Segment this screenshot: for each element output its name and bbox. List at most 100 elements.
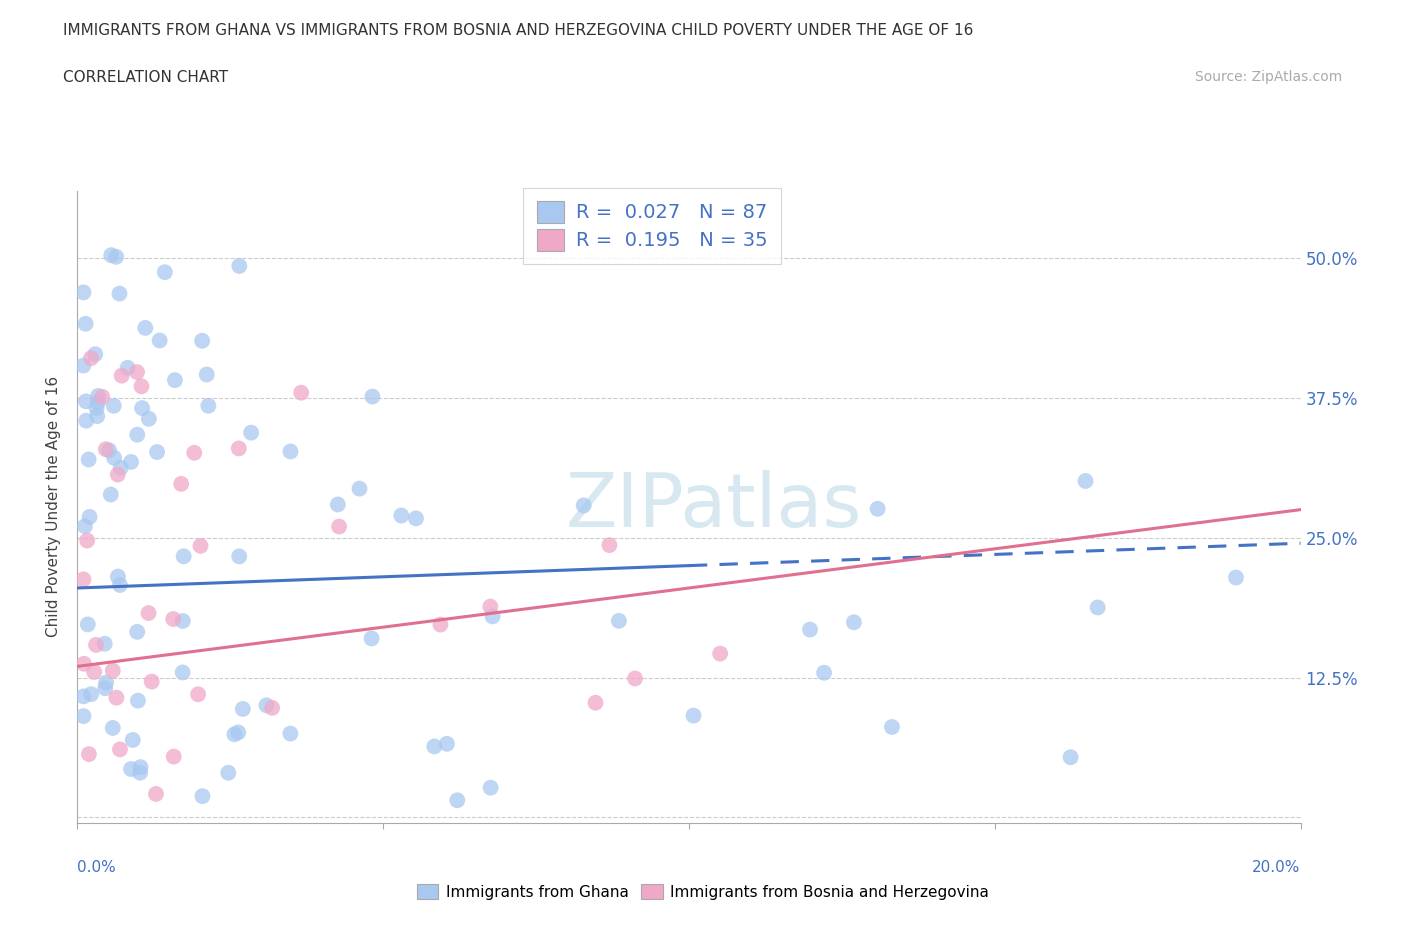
Point — [127, 624, 149, 639]
Point — [75, 316, 97, 331]
Point — [866, 501, 889, 516]
Point — [195, 367, 218, 382]
Point — [100, 247, 122, 262]
Point — [101, 721, 124, 736]
Point — [75, 413, 97, 428]
Point — [624, 671, 647, 686]
Point — [107, 569, 129, 584]
Text: 20.0%: 20.0% — [1253, 860, 1301, 875]
Point — [228, 259, 250, 273]
Point — [361, 389, 384, 404]
Point — [172, 665, 194, 680]
Point — [94, 442, 117, 457]
Point — [86, 408, 108, 423]
Point — [146, 445, 169, 459]
Point — [127, 693, 149, 708]
Point — [349, 481, 371, 496]
Point — [141, 674, 163, 689]
Point — [585, 696, 607, 711]
Point — [108, 742, 131, 757]
Point — [172, 614, 194, 629]
Point — [190, 538, 212, 553]
Point — [101, 663, 124, 678]
Point — [163, 373, 186, 388]
Point — [598, 538, 620, 552]
Point — [682, 708, 704, 723]
Point — [77, 747, 100, 762]
Point — [423, 739, 446, 754]
Point — [127, 427, 149, 442]
Point — [389, 508, 412, 523]
Point — [120, 455, 142, 470]
Point — [163, 750, 186, 764]
Point — [76, 617, 98, 631]
Point — [86, 401, 108, 416]
Point — [103, 398, 125, 413]
Point — [256, 698, 278, 712]
Point — [72, 285, 94, 299]
Point — [79, 510, 101, 525]
Text: 0.0%: 0.0% — [77, 860, 117, 875]
Point — [191, 789, 214, 804]
Point — [121, 733, 143, 748]
Point — [117, 360, 139, 375]
Point — [125, 365, 148, 379]
Point — [80, 351, 103, 365]
Text: CORRELATION CHART: CORRELATION CHART — [63, 70, 228, 85]
Point — [107, 467, 129, 482]
Point — [129, 760, 152, 775]
Point — [108, 578, 131, 592]
Point — [290, 385, 312, 400]
Point — [429, 618, 451, 632]
Point — [73, 519, 96, 534]
Point — [405, 511, 427, 525]
Point — [360, 631, 382, 646]
Point — [84, 637, 107, 652]
Point — [98, 443, 121, 458]
Point — [1074, 473, 1097, 488]
Point — [72, 709, 94, 724]
Point — [76, 533, 98, 548]
Point — [94, 681, 117, 696]
Point — [191, 333, 214, 348]
Point — [72, 689, 94, 704]
Point — [280, 444, 302, 458]
Point — [111, 368, 134, 383]
Point — [87, 389, 110, 404]
Text: ZIPatlas: ZIPatlas — [565, 471, 862, 543]
Point — [880, 720, 903, 735]
Point — [572, 498, 595, 512]
Point — [842, 615, 865, 630]
Point — [110, 460, 132, 475]
Point — [73, 657, 96, 671]
Point — [446, 792, 468, 807]
Point — [228, 441, 250, 456]
Point — [84, 347, 107, 362]
Point — [120, 762, 142, 777]
Point — [170, 476, 193, 491]
Point — [479, 780, 502, 795]
Point — [103, 450, 125, 465]
Point — [232, 701, 254, 716]
Point — [226, 725, 249, 740]
Point — [183, 445, 205, 460]
Point — [100, 487, 122, 502]
Point — [436, 737, 458, 751]
Point — [217, 765, 239, 780]
Text: Source: ZipAtlas.com: Source: ZipAtlas.com — [1195, 70, 1343, 84]
Point — [149, 333, 172, 348]
Point — [108, 286, 131, 301]
Point — [93, 636, 115, 651]
Point — [131, 379, 153, 393]
Point — [607, 614, 630, 629]
Point — [77, 452, 100, 467]
Point — [83, 665, 105, 680]
Point — [153, 265, 176, 280]
Text: IMMIGRANTS FROM GHANA VS IMMIGRANTS FROM BOSNIA AND HERZEGOVINA CHILD POVERTY UN: IMMIGRANTS FROM GHANA VS IMMIGRANTS FROM… — [63, 23, 973, 38]
Point — [87, 395, 110, 410]
Point — [145, 787, 167, 802]
Point — [813, 665, 835, 680]
Legend: Immigrants from Ghana, Immigrants from Bosnia and Herzegovina: Immigrants from Ghana, Immigrants from B… — [411, 877, 995, 906]
Point — [1087, 600, 1109, 615]
Point — [481, 609, 503, 624]
